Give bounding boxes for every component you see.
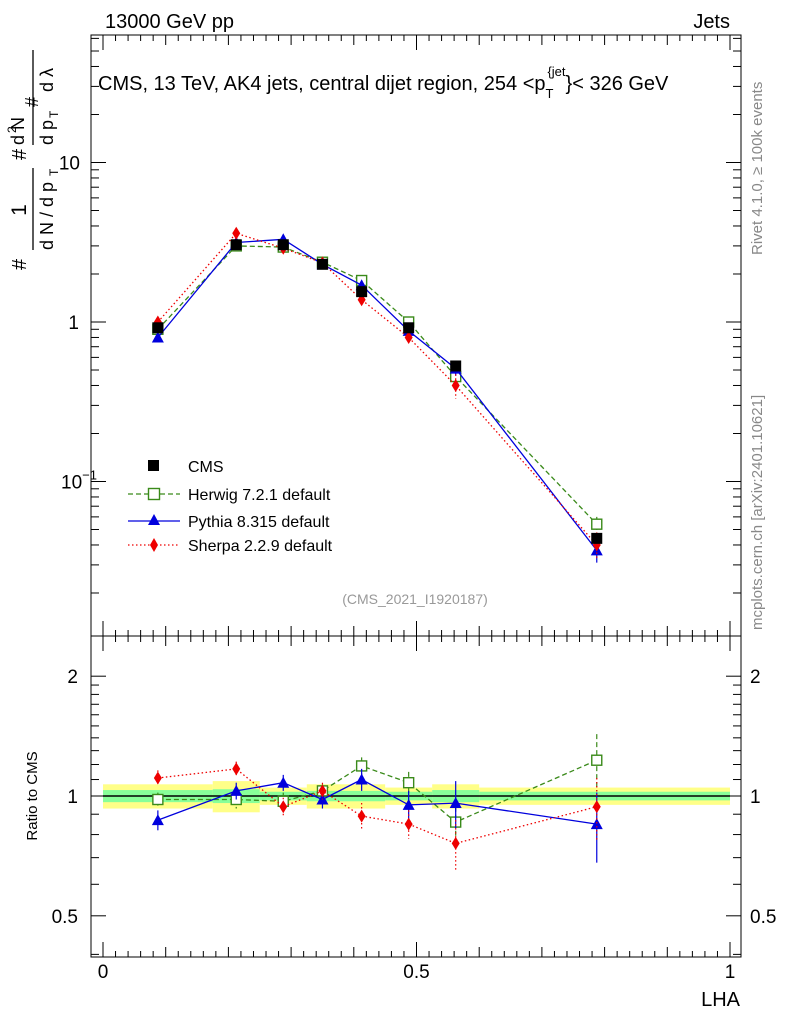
main-point-sherpa (451, 378, 460, 392)
legend-marker-sherpa (150, 538, 158, 552)
svg-text:d p: d p (37, 120, 57, 145)
svg-text:Pythia 8.315 default: Pythia 8.315 default (188, 514, 330, 531)
ratio-point-herwig (402, 776, 415, 789)
ratio-y-tick-label-right: 2 (750, 667, 761, 688)
ratio-line-herwig (157, 759, 598, 823)
ratio-plot-series (151, 734, 603, 871)
ratio-point-sherpa (404, 817, 413, 831)
category-label: Jets (693, 11, 730, 33)
legend-entry-pythia: Pythia 8.315 default (128, 514, 330, 531)
ratio-point-sherpa (451, 836, 460, 850)
ratio-point-sherpa (153, 771, 162, 785)
ratio-y-tick-label-right: 1 (750, 787, 761, 808)
ratio-plot-ticks: 0.5 0.5 1 1 2 2 0 0.5 1 (52, 636, 776, 983)
main-line-pythia (157, 238, 598, 551)
ratio-point-pythia (449, 797, 462, 809)
legend-entry-herwig: Herwig 7.2.1 default (128, 487, 331, 504)
main-point-cms (403, 322, 415, 334)
svg-text:#: # (22, 97, 42, 107)
ratio-series-sherpa (153, 761, 601, 871)
ratio-point-pythia (590, 818, 603, 830)
svg-text:T: T (47, 110, 61, 118)
legend: CMS Herwig 7.2.1 default Pythia 8.315 de… (128, 459, 333, 555)
ratio-y-tick-label-right: 0.5 (750, 907, 776, 928)
x-tick-label: 0 (98, 962, 109, 983)
svg-text:CMS: CMS (188, 459, 224, 476)
svg-text:Sherpa 2.2.9 default: Sherpa 2.2.9 default (188, 538, 333, 555)
ratio-point-sherpa (318, 784, 327, 798)
svg-text:Herwig 7.2.1 default: Herwig 7.2.1 default (188, 487, 331, 504)
ratio-point-herwig (591, 754, 603, 766)
ratio-y-axis-label: Ratio to CMS (24, 751, 41, 840)
ratio-line-sherpa (157, 768, 597, 845)
y-axis-label: # 1 d N / d p T # d N 2 d p T # d λ (5, 50, 61, 270)
x-tick-label: 1 (725, 962, 736, 983)
ratio-point-sherpa (232, 762, 241, 776)
main-point-cms (356, 286, 368, 298)
main-point-pythia (151, 331, 164, 343)
svg-text:d N / d p: d N / d p (37, 182, 57, 250)
svg-text:d N: d N (8, 117, 28, 145)
ratio-point-pythia (402, 798, 415, 810)
main-series-sherpa (153, 226, 601, 561)
ratio-point-pythia (355, 773, 368, 785)
ratio-uncertainty-bands (103, 781, 730, 813)
legend-entry-sherpa: Sherpa 2.2.9 default (128, 538, 333, 555)
ratio-point-sherpa (592, 800, 601, 814)
main-point-cms (152, 322, 164, 334)
main-point-cms (591, 532, 603, 544)
main-point-sherpa (232, 226, 241, 240)
legend-marker-cms (148, 460, 159, 471)
ratio-point-pythia (230, 784, 243, 796)
main-line-herwig (157, 245, 598, 525)
svg-text:2: 2 (5, 126, 19, 133)
y-tick-label: 10−1 (61, 468, 97, 494)
main-point-cms (450, 360, 462, 372)
analysis-id: (CMS_2021_I1920187) (342, 591, 488, 607)
main-plot-ticks: 10−1 1 10 (59, 35, 741, 636)
main-point-herwig (591, 518, 603, 530)
ratio-point-sherpa (279, 800, 288, 814)
ratio-point-herwig (152, 793, 164, 806)
legend-marker-herwig (147, 487, 161, 501)
main-point-cms (230, 239, 242, 251)
svg-text:d λ: d λ (37, 68, 57, 92)
main-point-sherpa (404, 330, 413, 344)
ratio-y-tick-label: 1 (67, 787, 78, 808)
ratio-point-pythia (151, 814, 164, 826)
main-point-cms (277, 239, 289, 251)
plot-title: CMS, 13 TeV, AK4 jets, central dijet reg… (98, 64, 669, 101)
svg-text:1: 1 (8, 204, 31, 216)
ratio-point-pythia (277, 776, 290, 788)
energy-label: 13000 GeV pp (105, 11, 234, 33)
ratio-point-sherpa (357, 809, 366, 823)
y-tick-label: 10 (59, 154, 80, 175)
svg-text:#: # (9, 258, 31, 270)
rivet-label: Rivet 4.1.0, ≥ 100k events (749, 82, 766, 255)
main-point-cms (316, 258, 328, 270)
svg-text:T: T (47, 168, 61, 176)
x-axis-label: LHA (701, 989, 741, 1011)
legend-entry-cms: CMS (148, 459, 224, 476)
main-line-sherpa (157, 232, 598, 546)
x-tick-label: 0.5 (403, 962, 429, 983)
y-tick-label: 1 (68, 313, 79, 334)
main-plot-series (151, 226, 603, 563)
ratio-y-tick-label: 0.5 (52, 907, 78, 928)
site-label: mcplots.cern.ch [arXiv:2401.10621] (749, 395, 766, 630)
ratio-y-tick-label: 2 (67, 667, 78, 688)
legend-marker-pythia (148, 514, 160, 525)
main-series-cms (152, 239, 603, 544)
ratio-line-pythia (157, 778, 597, 825)
svg-text:#: # (9, 148, 31, 160)
